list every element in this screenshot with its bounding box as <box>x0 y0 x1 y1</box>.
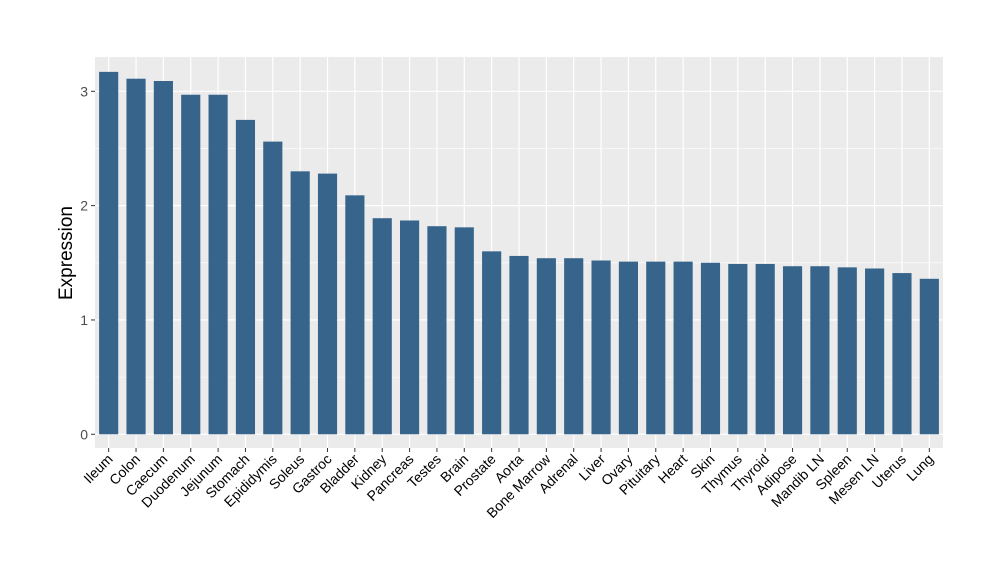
bar-mandib-ln <box>810 266 830 435</box>
bars <box>99 71 939 435</box>
x-tick-label: Lung <box>903 451 936 484</box>
bar-stomach <box>235 119 256 435</box>
bar-kidney <box>372 218 392 435</box>
bar-bone-marrow <box>536 258 556 435</box>
bar-duodenum <box>181 94 201 435</box>
bar-spleen <box>837 267 857 435</box>
bar-thyroid <box>755 263 775 435</box>
bar-gastroc <box>317 173 338 435</box>
bar-brain <box>454 227 474 435</box>
bar-bladder <box>345 195 365 435</box>
bar-adrenal <box>564 258 584 435</box>
bar-skin <box>700 262 721 435</box>
bar-lung <box>919 278 939 435</box>
bar-colon <box>126 78 146 435</box>
y-axis-label: Expression <box>56 206 77 300</box>
bar-pituitary <box>646 261 666 435</box>
bar-pancreas <box>400 220 420 435</box>
y-tick-label: 1 <box>80 312 88 328</box>
bar-liver <box>591 260 611 435</box>
bar-mesen-ln <box>865 268 885 435</box>
bar-uterus <box>892 273 912 435</box>
y-tick-label: 0 <box>80 426 88 442</box>
bar-epididymis <box>263 141 283 435</box>
y-axis-ticks: 0 1 2 3 <box>80 83 95 442</box>
bar-ileum <box>99 71 119 435</box>
y-tick-label: 2 <box>80 198 88 214</box>
bar-heart <box>673 261 693 435</box>
x-axis-ticks: IleumColonCaecumDuodenumJejunumStomachEp… <box>80 448 936 521</box>
y-tick-label: 3 <box>80 83 88 99</box>
bar-aorta <box>509 255 529 435</box>
bar-jejunum <box>208 94 228 435</box>
x-tick-label: Heart <box>655 451 691 487</box>
bar-adipose <box>782 266 803 435</box>
bar-prostate <box>482 251 502 435</box>
bar-caecum <box>153 81 173 435</box>
bar-thymus <box>728 263 748 435</box>
bar-ovary <box>618 261 638 435</box>
bar-soleus <box>290 171 310 435</box>
bar-testes <box>427 226 447 435</box>
